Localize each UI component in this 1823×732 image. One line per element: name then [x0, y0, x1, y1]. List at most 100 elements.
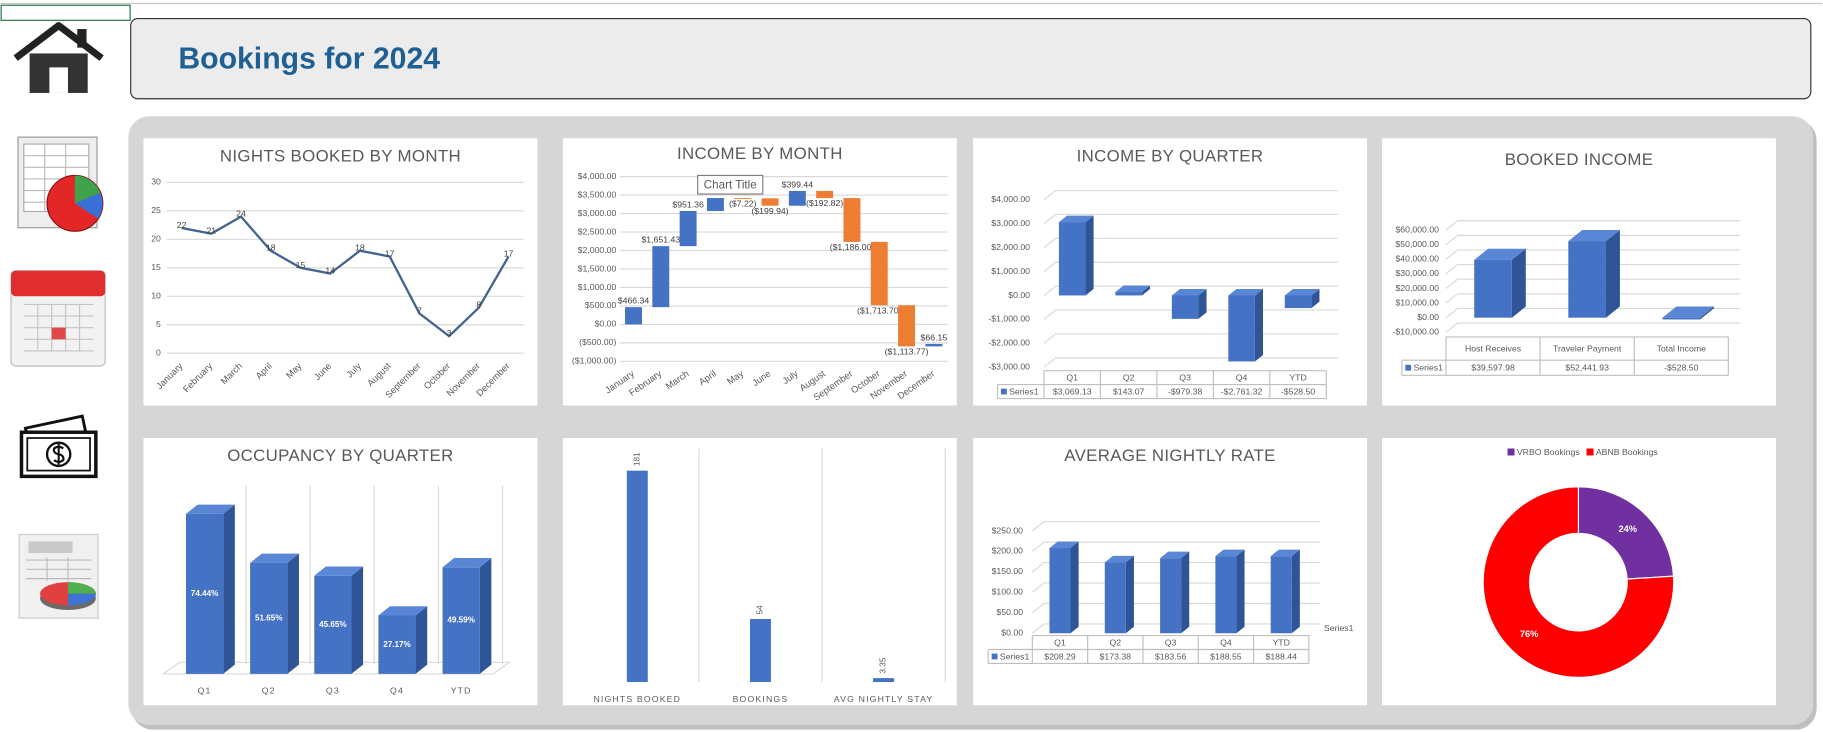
legend-key: [1507, 448, 1515, 456]
bar: [679, 211, 697, 247]
table-category: YTD: [1273, 637, 1290, 647]
table-value: $39,597.98: [1471, 363, 1515, 373]
bar: [1228, 295, 1255, 362]
table-value: $183.56: [1155, 651, 1187, 661]
data-label: 27.17%: [383, 640, 411, 649]
chart-title: NIGHTS BOOKED BY MONTH: [220, 146, 461, 165]
table-series: Series1: [1009, 386, 1039, 396]
legend-label: Series1: [1324, 623, 1354, 633]
pie-slice: [74, 175, 101, 204]
data-label: 17: [504, 248, 514, 258]
bar: [626, 470, 648, 683]
grid-line: [1445, 307, 1740, 319]
legend-key: [991, 653, 998, 660]
bar: [185, 513, 224, 674]
donut-slice: [1577, 486, 1675, 580]
selected-cell[interactable]: [0, 4, 131, 21]
bar: [761, 198, 779, 206]
y-tick-label: $40,000.00: [1395, 254, 1439, 264]
grid-line: [1043, 237, 1338, 249]
bar-side: [1700, 306, 1715, 320]
line: [181, 215, 510, 338]
bar: [1662, 317, 1701, 320]
report-icon[interactable]: [17, 136, 104, 232]
bar-side: [223, 504, 235, 674]
grid-line: [1445, 249, 1740, 260]
bar: [1474, 259, 1512, 318]
y-tick-label: 0: [156, 348, 161, 358]
y-tick-label: ($1,000.00): [572, 356, 617, 366]
bar-top: [1228, 288, 1264, 296]
summary-icon[interactable]: [18, 533, 99, 619]
table-category: YTD: [1289, 372, 1306, 382]
chart-title: AVERAGE NIGHTLY RATE: [1064, 446, 1275, 465]
table-category: Total Income: [1657, 343, 1707, 353]
legend-key: [1000, 388, 1007, 395]
bar-top: [378, 606, 428, 616]
grid-line: [1043, 213, 1338, 225]
y-tick-label: $200.00: [992, 546, 1024, 556]
bar-top: [1160, 551, 1190, 559]
data-label: 17: [385, 248, 395, 258]
data-label: 49.59%: [447, 616, 475, 625]
data-label: $951.36: [672, 199, 704, 209]
header-box: [130, 18, 1812, 100]
table-value: -$528.50: [1664, 363, 1699, 373]
data-label: 8: [476, 300, 481, 310]
table-category: Q4: [1220, 637, 1232, 647]
table-category: Traveler Payment: [1553, 343, 1622, 353]
bar: [873, 678, 895, 683]
money-icon[interactable]: [19, 414, 98, 479]
day-marker: [51, 327, 66, 340]
y-tick-label: $500.00: [585, 300, 617, 310]
data-label: ($199.94): [751, 206, 788, 216]
y-tick-label: -$10,000.00: [1393, 327, 1440, 337]
y-tick-label: $0.00: [1417, 312, 1439, 322]
calendar-icon[interactable]: [10, 270, 106, 367]
y-tick-label: $4,000.00: [991, 194, 1030, 204]
bar: [1049, 548, 1071, 634]
data-label: ($1,713.70): [857, 305, 902, 315]
y-tick-label: $0.00: [1008, 290, 1030, 300]
header-bar: [28, 541, 73, 554]
y-tick-label: $50.00: [996, 607, 1023, 617]
x-tick-label: Q2: [262, 686, 276, 696]
grid-line: [1445, 234, 1740, 246]
data-label: 24%: [1618, 524, 1637, 534]
home-icon[interactable]: [13, 22, 104, 93]
y-tick-label: 15: [151, 262, 161, 272]
y-tick-label: $100.00: [992, 587, 1024, 597]
bar-top: [1284, 288, 1320, 296]
grid-line: [1031, 521, 1321, 532]
door: [49, 67, 68, 93]
data-label: 18: [355, 243, 365, 253]
y-tick-label: -$2,000.00: [988, 338, 1030, 348]
y-tick-label: $3,500.00: [578, 189, 617, 199]
bar: [1568, 241, 1606, 318]
table-value: -$2,761.32: [1221, 386, 1263, 396]
bar-top: [1662, 306, 1715, 318]
annotation: Chart Title: [704, 178, 757, 191]
bar-side: [1141, 285, 1151, 296]
legend-label: ABNB Bookings: [1596, 447, 1659, 457]
bar-side: [1236, 549, 1245, 634]
bar-side: [1181, 551, 1190, 634]
x-tick-label: Q4: [390, 686, 404, 696]
grid-line: [1031, 541, 1321, 552]
table-category: Host Receives: [1465, 343, 1522, 353]
table-value: $3,069.13: [1053, 386, 1092, 396]
y-tick-label: $30,000.00: [1395, 268, 1439, 278]
grid-line: [1445, 264, 1740, 275]
y-tick-label: $2,500.00: [578, 226, 617, 236]
data-label: 76%: [1520, 629, 1539, 639]
bar: [1104, 562, 1126, 634]
data-label: 3.35: [879, 657, 888, 673]
table-category: Q1: [1066, 372, 1078, 382]
pie-slice: [74, 192, 103, 219]
bar-side: [1254, 288, 1264, 362]
y-tick-label: $20,000.00: [1395, 283, 1439, 293]
band: [11, 270, 106, 297]
legend-key: [1405, 364, 1412, 371]
y-tick-label: $3,000.00: [991, 218, 1030, 228]
